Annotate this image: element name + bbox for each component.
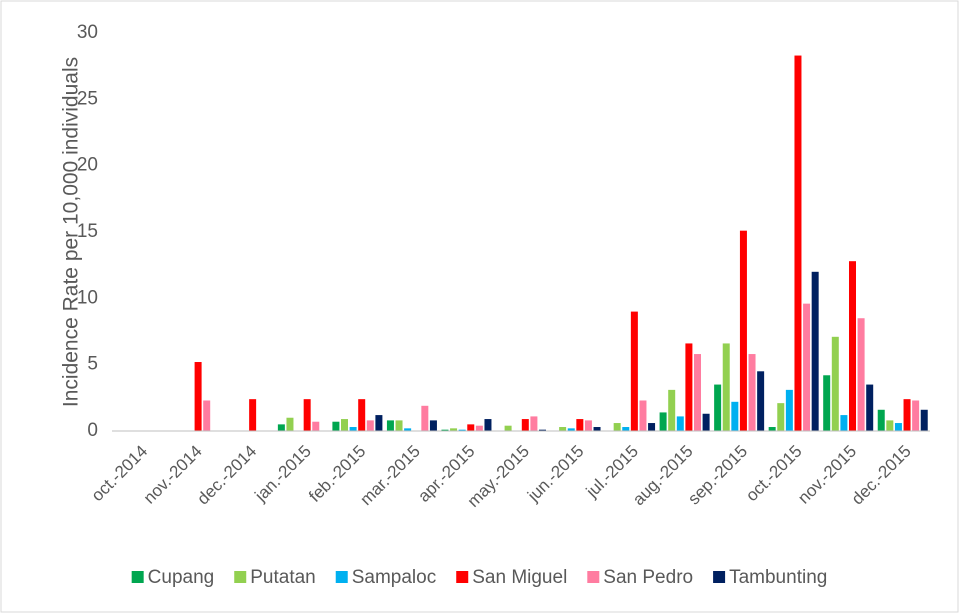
bar bbox=[920, 409, 928, 431]
bar bbox=[849, 261, 856, 431]
bar bbox=[421, 405, 429, 431]
bar bbox=[685, 343, 693, 431]
bar bbox=[794, 55, 802, 431]
bar bbox=[576, 419, 584, 431]
bar bbox=[659, 412, 667, 431]
bar bbox=[349, 427, 357, 431]
bar bbox=[622, 427, 630, 431]
bar bbox=[404, 428, 412, 431]
bar bbox=[722, 343, 730, 431]
legend-swatch bbox=[713, 571, 726, 583]
bar bbox=[803, 303, 811, 431]
legend-label: San Miguel bbox=[472, 567, 567, 588]
bar bbox=[530, 416, 538, 431]
bar bbox=[375, 415, 383, 431]
legend-swatch bbox=[131, 571, 144, 583]
bar bbox=[484, 419, 492, 431]
bar bbox=[613, 423, 621, 431]
bar bbox=[286, 417, 294, 431]
bar bbox=[303, 399, 311, 431]
bar bbox=[886, 420, 894, 431]
y-axis-title: Incidence Rate per 10,000 individuals bbox=[60, 57, 83, 407]
bar bbox=[559, 427, 567, 431]
legend-swatch bbox=[456, 571, 469, 583]
bar bbox=[539, 429, 546, 431]
bar bbox=[912, 400, 920, 431]
y-tick-label: 30 bbox=[77, 22, 98, 43]
y-tick-label: 10 bbox=[77, 287, 98, 308]
bar bbox=[702, 413, 710, 431]
bar bbox=[249, 399, 257, 431]
bar bbox=[312, 421, 320, 431]
legend-label: Tambunting bbox=[729, 567, 827, 588]
bar bbox=[475, 425, 483, 431]
bar bbox=[429, 420, 437, 431]
bar bbox=[831, 336, 839, 431]
bar bbox=[777, 403, 785, 431]
legend-label: San Pedro bbox=[603, 567, 693, 588]
bar bbox=[521, 419, 529, 431]
bar bbox=[504, 425, 512, 431]
legend-label: Putatan bbox=[250, 567, 316, 588]
bar bbox=[441, 429, 449, 431]
bar bbox=[341, 419, 348, 431]
bar bbox=[648, 423, 656, 431]
bar bbox=[332, 421, 340, 431]
bar bbox=[748, 354, 756, 431]
bar bbox=[630, 311, 638, 431]
bar bbox=[458, 429, 466, 431]
legend-label: Cupang bbox=[148, 567, 215, 588]
bar bbox=[668, 389, 676, 431]
legend-label: Sampaloc bbox=[352, 567, 437, 588]
y-tick-label: 0 bbox=[87, 420, 98, 441]
bar bbox=[866, 384, 874, 431]
bar bbox=[639, 400, 647, 431]
bar bbox=[450, 428, 458, 431]
legend-swatch bbox=[234, 571, 247, 583]
bar bbox=[277, 424, 285, 431]
bar bbox=[567, 428, 575, 431]
y-tick-label: 20 bbox=[77, 155, 98, 176]
bar bbox=[857, 318, 865, 431]
bar bbox=[757, 371, 765, 431]
bar bbox=[676, 416, 684, 431]
bar bbox=[714, 384, 722, 431]
bar bbox=[903, 399, 911, 431]
bar bbox=[467, 424, 475, 431]
bar bbox=[358, 399, 366, 431]
bar bbox=[386, 420, 394, 431]
bar bbox=[194, 362, 202, 431]
legend-swatch bbox=[335, 571, 348, 583]
bar bbox=[366, 420, 374, 431]
bar bbox=[739, 230, 747, 431]
y-tick-label: 5 bbox=[87, 354, 98, 375]
bar bbox=[731, 401, 739, 431]
bar bbox=[840, 415, 848, 431]
legend-swatch bbox=[587, 571, 600, 583]
bar bbox=[877, 409, 885, 431]
y-tick-label: 25 bbox=[77, 88, 98, 109]
bar bbox=[823, 375, 831, 431]
bar bbox=[203, 400, 211, 431]
bar bbox=[894, 423, 902, 431]
bar bbox=[768, 427, 776, 431]
bar bbox=[785, 389, 793, 431]
y-tick-label: 15 bbox=[77, 221, 98, 242]
bar bbox=[811, 271, 819, 431]
bar bbox=[584, 420, 592, 431]
bar bbox=[694, 354, 701, 431]
bar bbox=[395, 420, 403, 431]
bar bbox=[593, 427, 601, 431]
